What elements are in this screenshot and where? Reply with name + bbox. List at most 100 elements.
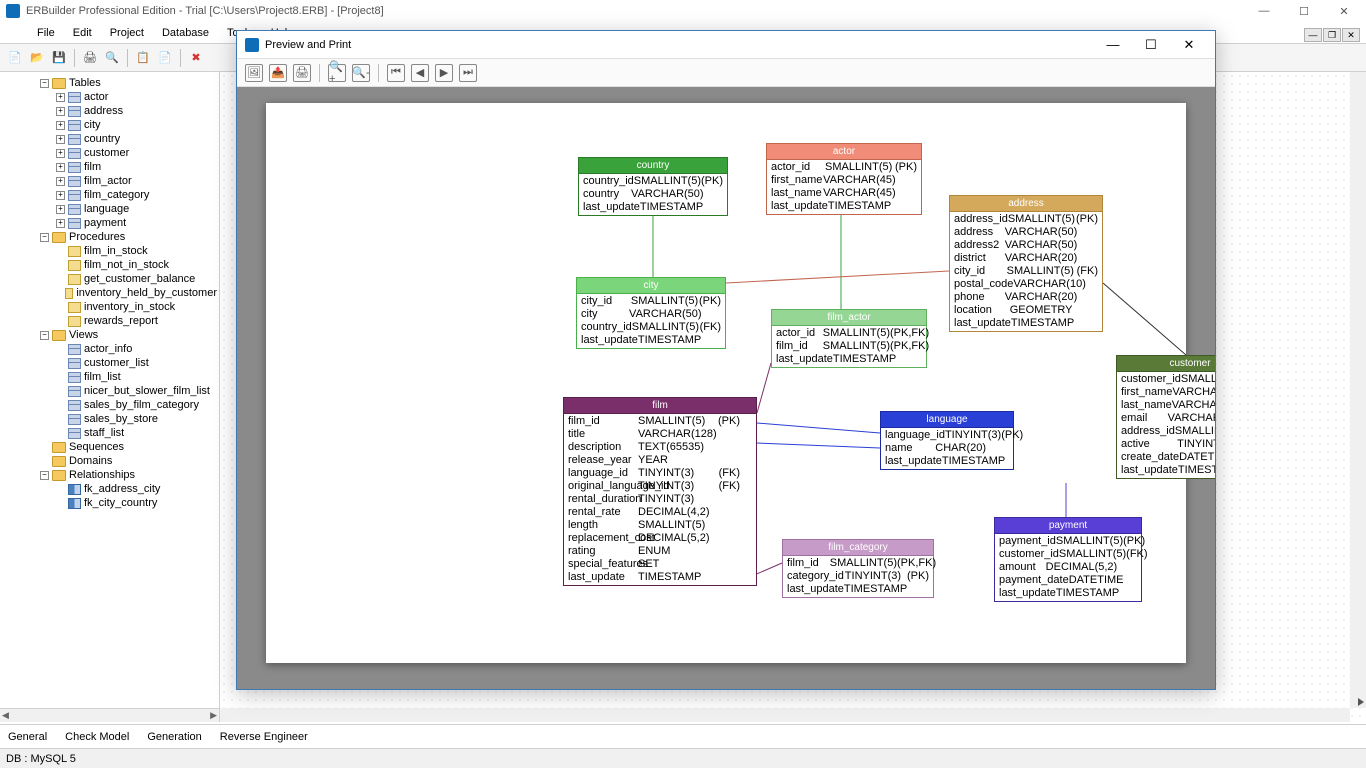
first-page-icon[interactable]: ⏮ [387,64,405,82]
expand-icon[interactable]: − [40,79,49,88]
tree-node-procedures[interactable]: −Procedures [2,230,217,244]
mdi-restore[interactable]: ❐ [1323,28,1341,42]
tree-node-actor-info[interactable]: actor_info [2,342,217,356]
zoom-out-icon[interactable]: 🔍- [352,64,370,82]
tree-node-payment[interactable]: +payment [2,216,217,230]
tree-node-film-actor[interactable]: +film_actor [2,174,217,188]
expand-icon[interactable] [56,317,65,326]
tree-node-country[interactable]: +country [2,132,217,146]
menu-file[interactable]: File [28,25,64,41]
entity-film[interactable]: filmfilm_idSMALLINT(5)(PK)titleVARCHAR(1… [563,397,757,586]
tree-node-film-list[interactable]: film_list [2,370,217,384]
expand-icon[interactable]: − [40,471,49,480]
print-preview-icon[interactable]: 🔍 [103,49,121,67]
entity-payment[interactable]: paymentpayment_idSMALLINT(5)(PK)customer… [994,517,1142,602]
entity-actor[interactable]: actoractor_idSMALLINT(5)(PK)first_nameVA… [766,143,922,215]
expand-icon[interactable]: + [56,121,65,130]
expand-icon[interactable] [56,485,65,494]
expand-icon[interactable] [56,359,65,368]
tab-generation[interactable]: Generation [147,731,201,743]
expand-icon[interactable]: − [40,233,49,242]
tree-scroll[interactable]: −Tables+actor+address+city+country+custo… [0,72,219,708]
preview-viewport[interactable]: countrycountry_idSMALLINT(5)(PK)countryV… [237,87,1215,689]
expand-icon[interactable] [56,373,65,382]
expand-icon[interactable] [56,401,65,410]
tree-node-language[interactable]: +language [2,202,217,216]
tree-node-get-customer-balance[interactable]: get_customer_balance [2,272,217,286]
tree-node-tables[interactable]: −Tables [2,76,217,90]
tree-node-fk-address-city[interactable]: fk_address_city [2,482,217,496]
tree-node-customer-list[interactable]: customer_list [2,356,217,370]
tree-node-sequences[interactable]: Sequences [2,440,217,454]
tab-general[interactable]: General [8,731,47,743]
tree-hscroll[interactable]: ◀ ▶ [0,708,219,722]
entity-country[interactable]: countrycountry_idSMALLINT(5)(PK)countryV… [578,157,728,216]
menu-database[interactable]: Database [153,25,218,41]
expand-icon[interactable]: + [56,177,65,186]
prev-page-icon[interactable]: ◀ [411,64,429,82]
tree-node-film[interactable]: +film [2,160,217,174]
minimize-button[interactable]: — [1248,5,1280,18]
tree-node-rewards-report[interactable]: rewards_report [2,314,217,328]
delete-icon[interactable]: ✖ [187,49,205,67]
zoom-in-icon[interactable]: 🔍+ [328,64,346,82]
expand-icon[interactable] [56,345,65,354]
paste-icon[interactable]: 📄 [156,49,174,67]
tree-node-domains[interactable]: Domains [2,454,217,468]
expand-icon[interactable]: + [56,107,65,116]
expand-icon[interactable] [56,429,65,438]
tree-node-film-in-stock[interactable]: film_in_stock [2,244,217,258]
export-icon[interactable]: 📤 [269,64,287,82]
tree-node-nicer-but-slower-film-list[interactable]: nicer_but_slower_film_list [2,384,217,398]
expand-icon[interactable]: + [56,205,65,214]
tree-node-relationships[interactable]: −Relationships [2,468,217,482]
tree-node-actor[interactable]: +actor [2,90,217,104]
expand-icon[interactable]: + [56,219,65,228]
expand-icon[interactable] [56,261,65,270]
expand-icon[interactable] [56,247,65,256]
image-icon[interactable]: 🖼 [245,64,263,82]
tree-node-inventory-in-stock[interactable]: inventory_in_stock [2,300,217,314]
expand-icon[interactable] [40,457,49,466]
mdi-close[interactable]: ✕ [1342,28,1360,42]
tree-node-film-category[interactable]: +film_category [2,188,217,202]
entity-customer[interactable]: customercustomer_idSMALLINT(5)(PK)first_… [1116,355,1215,479]
canvas-hscroll[interactable] [220,708,1350,722]
tab-reverse-engineer[interactable]: Reverse Engineer [220,731,308,743]
tree-node-city[interactable]: +city [2,118,217,132]
tree-node-inventory-held-by-customer[interactable]: inventory_held_by_customer [2,286,217,300]
entity-film_category[interactable]: film_categoryfilm_idSMALLINT(5)(PK,FK)ca… [782,539,934,598]
dialog-maximize[interactable]: ☐ [1133,34,1169,56]
save-icon[interactable]: 💾 [50,49,68,67]
expand-icon[interactable] [56,289,62,298]
expand-icon[interactable]: − [40,331,49,340]
mdi-minimize[interactable]: — [1304,28,1322,42]
open-icon[interactable]: 📂 [28,49,46,67]
expand-icon[interactable] [40,443,49,452]
entity-language[interactable]: languagelanguage_idTINYINT(3)(PK)nameCHA… [880,411,1014,470]
tab-check-model[interactable]: Check Model [65,731,129,743]
next-page-icon[interactable]: ▶ [435,64,453,82]
entity-address[interactable]: addressaddress_idSMALLINT(5)(PK)addressV… [949,195,1103,332]
copy-icon[interactable]: 📋 [134,49,152,67]
tree-node-staff-list[interactable]: staff_list [2,426,217,440]
tree-node-fk-city-country[interactable]: fk_city_country [2,496,217,510]
new-icon[interactable]: 📄 [6,49,24,67]
expand-icon[interactable] [56,387,65,396]
print-icon[interactable]: 🖨 [81,49,99,67]
entity-city[interactable]: citycity_idSMALLINT(5)(PK)cityVARCHAR(50… [576,277,726,349]
menu-edit[interactable]: Edit [64,25,101,41]
dialog-minimize[interactable]: — [1095,34,1131,56]
expand-icon[interactable] [56,415,65,424]
tree-node-film-not-in-stock[interactable]: film_not_in_stock [2,258,217,272]
canvas-vscroll[interactable] [1350,72,1366,708]
tree-node-address[interactable]: +address [2,104,217,118]
expand-icon[interactable] [56,499,65,508]
dialog-close[interactable]: ✕ [1171,34,1207,56]
expand-icon[interactable]: + [56,163,65,172]
tree-node-customer[interactable]: +customer [2,146,217,160]
expand-icon[interactable]: + [56,135,65,144]
expand-icon[interactable]: + [56,93,65,102]
expand-icon[interactable]: + [56,191,65,200]
tree-node-views[interactable]: −Views [2,328,217,342]
